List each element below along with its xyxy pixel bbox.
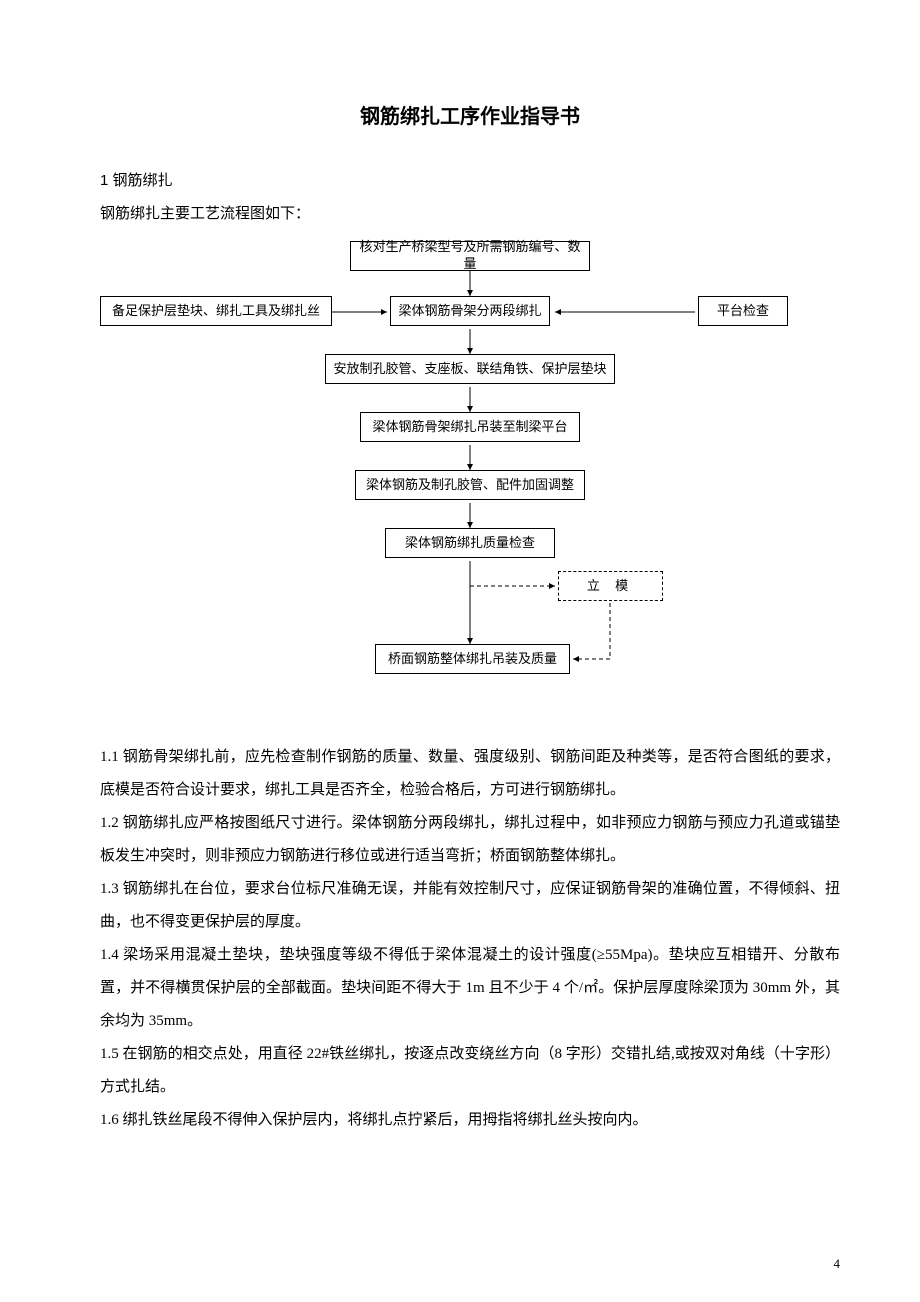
para-1-5: 1.5 在钢筋的相交点处，用直径 22#铁丝绑扎，按逐点改变绕丝方向（8 字形）… <box>100 1038 840 1104</box>
flow-node-6: 梁体钢筋绑扎质量检查 <box>385 528 555 558</box>
para-1-2: 1.2 钢筋绑扎应严格按图纸尺寸进行。梁体钢筋分两段绑扎，绑扎过程中，如非预应力… <box>100 807 840 873</box>
page-number: 4 <box>834 1256 841 1272</box>
flow-node-4: 梁体钢筋骨架绑扎吊装至制梁平台 <box>360 412 580 442</box>
flow-node-1: 核对生产桥梁型号及所需钢筋编号、数量 <box>350 241 590 271</box>
para-1-4: 1.4 梁场采用混凝土垫块，垫块强度等级不得低于梁体混凝土的设计强度(≥55Mp… <box>100 939 840 1038</box>
para-1-3: 1.3 钢筋绑扎在台位，要求台位标尺准确无误，并能有效控制尺寸，应保证钢筋骨架的… <box>100 873 840 939</box>
para-1-1: 1.1 钢筋骨架绑扎前，应先检查制作钢筋的质量、数量、强度级别、钢筋间距及种类等… <box>100 741 840 807</box>
flow-node-left: 备足保护层垫块、绑扎工具及绑扎丝 <box>100 296 332 326</box>
flow-node-3: 安放制孔胶管、支座板、联结角铁、保护层垫块 <box>325 354 615 384</box>
flow-node-5: 梁体钢筋及制孔胶管、配件加固调整 <box>355 470 585 500</box>
section-heading: 1 钢筋绑扎 <box>100 169 840 190</box>
flowchart: 核对生产桥梁型号及所需钢筋编号、数量 备足保护层垫块、绑扎工具及绑扎丝 梁体钢筋… <box>100 241 840 721</box>
para-1-6: 1.6 绑扎铁丝尾段不得伸入保护层内，将绑扎点拧紧后，用拇指将绑扎丝头按向内。 <box>100 1104 840 1137</box>
flow-node-8: 桥面钢筋整体绑扎吊装及质量 <box>375 644 570 674</box>
flow-node-7: 立 模 <box>558 571 663 601</box>
page: 钢筋绑扎工序作业指导书 1 钢筋绑扎 钢筋绑扎主要工艺流程图如下： <box>0 0 920 1302</box>
doc-title: 钢筋绑扎工序作业指导书 <box>100 100 840 129</box>
flow-node-right: 平台检查 <box>698 296 788 326</box>
flow-node-2: 梁体钢筋骨架分两段绑扎 <box>390 296 550 326</box>
flow-intro: 钢筋绑扎主要工艺流程图如下： <box>100 202 840 223</box>
